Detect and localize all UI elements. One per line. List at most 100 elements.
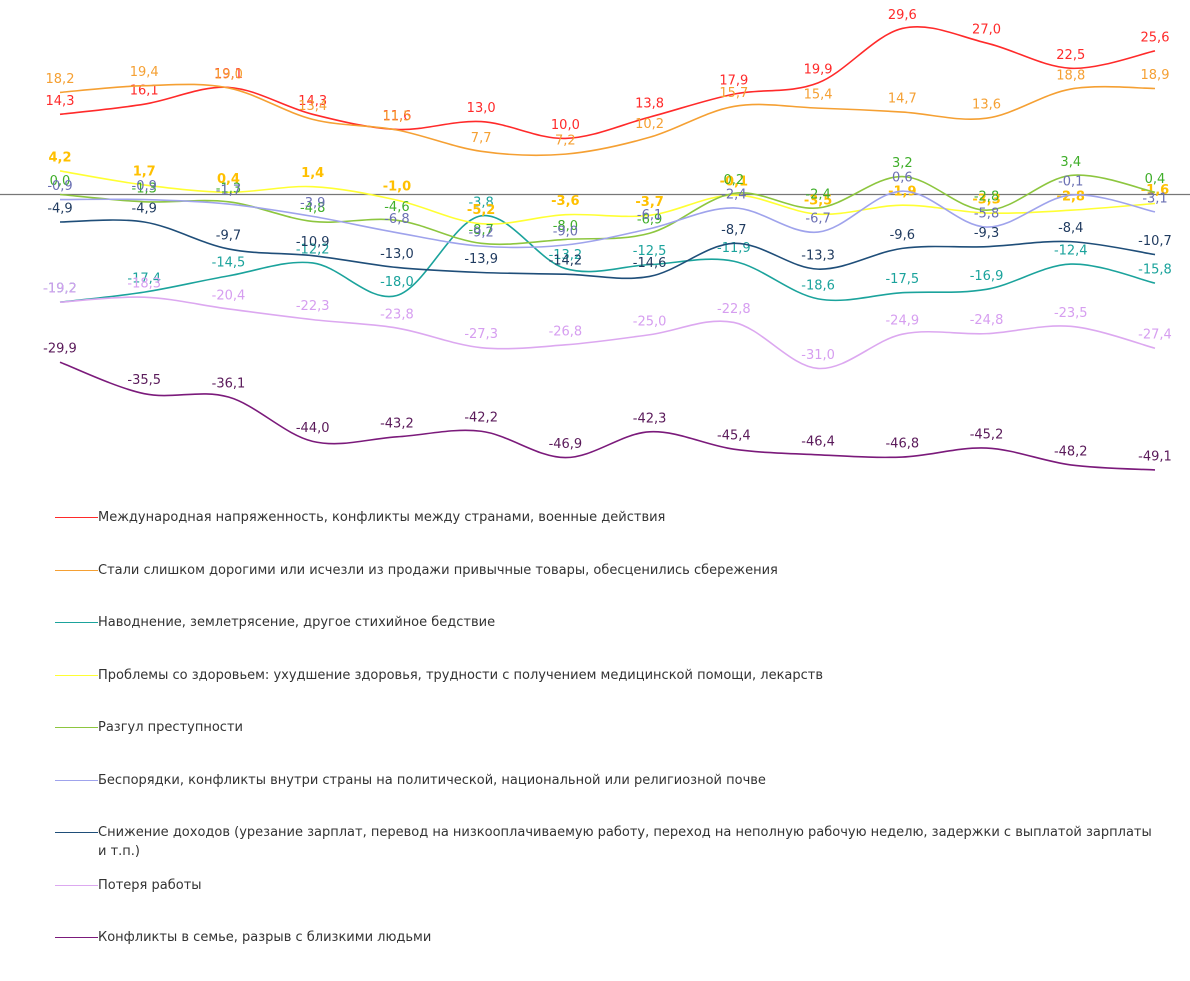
legend-label: Конфликты в семье, разрыв с близкими люд…	[98, 930, 432, 945]
data-label: -17,4	[127, 272, 161, 287]
legend-label: Стали слишком дорогими или исчезли из пр…	[98, 562, 778, 578]
data-label: 13,0	[467, 101, 496, 116]
legend-swatch	[55, 779, 98, 781]
series-line	[59, 83, 1156, 157]
data-label: -4,6	[384, 200, 409, 215]
data-label: -9,2	[468, 226, 493, 241]
data-label: -14,5	[212, 255, 246, 270]
legend-swatch	[55, 727, 98, 728]
data-label: -9,0	[553, 225, 578, 240]
data-label: 18,2	[46, 72, 75, 87]
data-label: -12,2	[296, 242, 330, 257]
legend-item: Снижение доходов (урезание зарплат, пере…	[55, 823, 1175, 876]
data-label: -8,0	[553, 219, 578, 234]
data-label: -1,3	[216, 181, 241, 196]
data-label: -6,7	[805, 212, 830, 227]
data-label: -1,0	[383, 180, 411, 195]
data-label: -36,1	[212, 377, 246, 392]
legend: Международная напряженность, конфликты м…	[55, 508, 1175, 981]
data-label: -44,0	[296, 421, 330, 436]
page: {"chart_data": {"type": "line", "categor…	[0, 7, 1190, 945]
data-label: 16,1	[130, 84, 159, 99]
data-label: -3,3	[972, 193, 1000, 208]
data-label: -2,4	[721, 187, 746, 202]
data-label: 0,4	[1145, 172, 1166, 187]
legend-label: Снижение доходов (урезание зарплат, пере…	[98, 825, 1152, 859]
data-label: -4,9	[47, 202, 72, 217]
data-label: 13,4	[298, 99, 327, 114]
data-label: 25,6	[1141, 30, 1170, 45]
data-label: -18,6	[801, 278, 835, 293]
data-label: -3,8	[468, 195, 493, 210]
legend-label: Потеря работы	[98, 877, 202, 893]
data-label: -19,2	[43, 282, 77, 297]
data-label: 13,8	[635, 97, 664, 112]
data-label: 18,8	[1056, 69, 1085, 84]
data-label: 19,9	[804, 62, 833, 77]
data-label: -46,8	[885, 437, 919, 452]
data-label: -15,8	[1138, 263, 1172, 278]
data-label: -0,1	[1058, 175, 1083, 190]
legend-item: Конфликты в семье, разрыв с близкими люд…	[55, 928, 1175, 981]
data-label: -9,7	[216, 228, 241, 243]
data-label: -16,9	[970, 269, 1004, 284]
data-label: -25,0	[633, 314, 667, 329]
data-label: 19,1	[214, 67, 243, 82]
data-label: -13,2	[549, 248, 583, 263]
legend-swatch	[55, 832, 98, 833]
data-label: -23,8	[380, 308, 414, 323]
data-label: 3,2	[892, 156, 913, 171]
data-label: -48,2	[1054, 444, 1088, 459]
data-label: 1,4	[301, 166, 324, 181]
data-label: 11,5	[382, 110, 411, 125]
data-label: -3,6	[551, 194, 579, 209]
data-label: -2,4	[805, 187, 830, 202]
data-label: -10,7	[1138, 234, 1172, 249]
data-label: -9,6	[890, 228, 915, 243]
legend-label: Разгул преступности	[98, 720, 243, 735]
data-label: -13,3	[801, 249, 835, 264]
data-label: -12,5	[633, 244, 667, 259]
data-label: 11,6	[382, 109, 411, 124]
data-label: -27,4	[1138, 328, 1172, 343]
data-label: 18,9	[1141, 68, 1170, 83]
data-label: 15,4	[804, 88, 833, 103]
legend-item: Стали слишком дорогими или исчезли из пр…	[55, 561, 1175, 614]
data-label: -1,7	[216, 184, 241, 199]
data-label: 3,4	[1060, 155, 1081, 170]
data-label: -23,5	[1054, 306, 1088, 321]
data-label: -46,9	[549, 437, 583, 452]
data-label: -8,7	[721, 223, 746, 238]
legend-label: Беспорядки, конфликты внутри страны на п…	[98, 772, 766, 788]
data-label: 22,5	[1056, 48, 1085, 63]
data-label: 19,0	[214, 67, 243, 82]
data-label: -3,9	[300, 196, 325, 211]
data-label: -0,1	[720, 175, 748, 190]
data-label: -13,9	[464, 252, 498, 267]
data-label: 19,4	[130, 65, 159, 80]
data-label: -5,8	[974, 207, 999, 222]
data-label: -3,5	[804, 194, 832, 209]
legend-swatch	[55, 622, 98, 623]
data-label: -1,6	[1141, 183, 1169, 198]
data-label: -18,3	[127, 277, 161, 292]
data-label: -6,8	[384, 212, 409, 227]
data-label: 15,7	[719, 86, 748, 101]
data-label: 29,6	[888, 8, 917, 23]
legend-label: Международная напряженность, конфликты м…	[98, 510, 666, 525]
data-label: -19,2	[43, 282, 77, 297]
data-label: 7,7	[471, 131, 492, 146]
legend-swatch	[55, 517, 98, 518]
legend-swatch	[55, 569, 98, 571]
data-label: -24,8	[970, 313, 1004, 328]
data-label: -6,9	[637, 213, 662, 228]
legend-item: Беспорядки, конфликты внутри страны на п…	[55, 771, 1175, 824]
legend-swatch	[55, 884, 98, 886]
data-label: 1,7	[133, 164, 156, 179]
legend-swatch	[55, 937, 98, 938]
data-label: -22,3	[296, 299, 330, 314]
data-label: -0,9	[132, 179, 157, 194]
data-label: 7,2	[555, 134, 576, 149]
data-label: -14,6	[633, 256, 667, 271]
legend-item: Проблемы со здоровьем: ухудшение здоровь…	[55, 666, 1175, 719]
